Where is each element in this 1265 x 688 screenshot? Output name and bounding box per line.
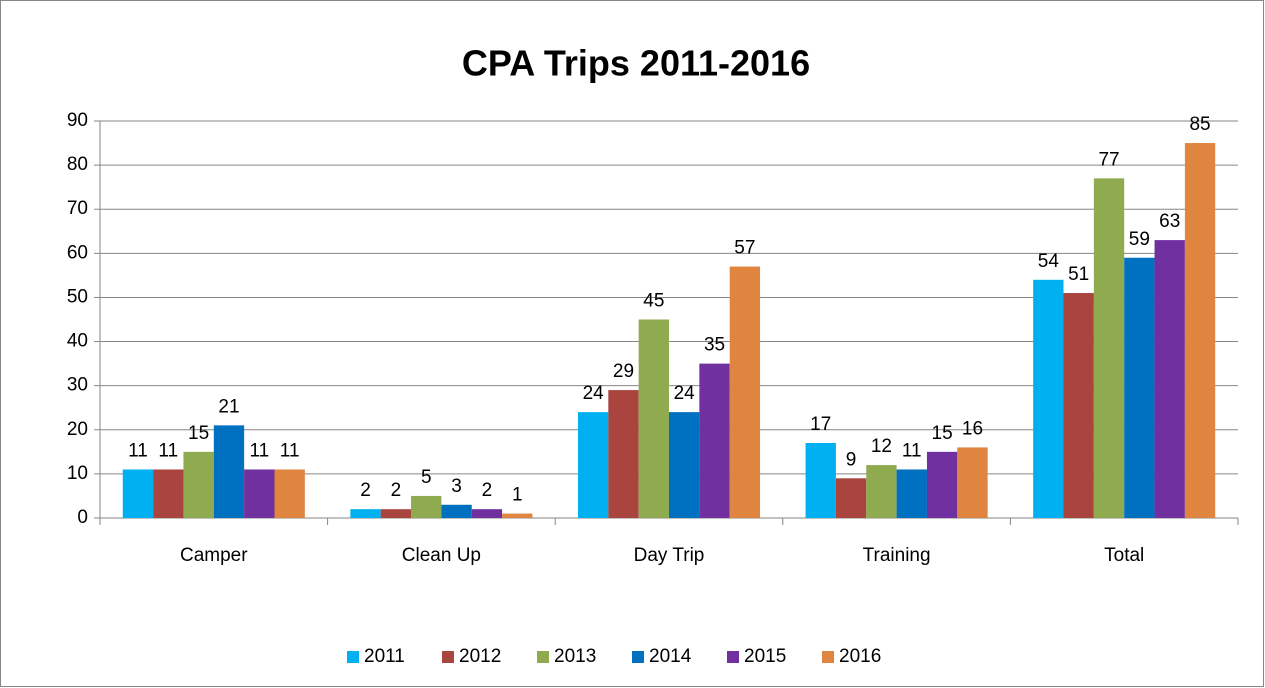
legend-label: 2011 — [364, 646, 405, 667]
data-label: 59 — [1129, 229, 1150, 250]
bar — [1154, 240, 1185, 518]
data-label: 2 — [391, 480, 402, 501]
data-label: 85 — [1189, 114, 1210, 135]
bar — [577, 412, 609, 518]
data-label: 1 — [512, 485, 523, 506]
bar — [471, 509, 503, 518]
bar — [1093, 178, 1125, 518]
legend-swatch — [347, 651, 359, 663]
chart-title: CPA Trips 2011-2016 — [462, 43, 810, 84]
bar — [669, 412, 700, 518]
y-tick-label: 10 — [67, 463, 88, 484]
bar — [1063, 293, 1094, 518]
bar — [411, 495, 442, 518]
bar — [638, 319, 669, 518]
bar — [835, 478, 867, 518]
legend-label: 2016 — [839, 646, 881, 667]
data-label: 15 — [188, 423, 209, 444]
bar — [380, 509, 412, 518]
data-label: 51 — [1068, 264, 1089, 285]
data-label: 21 — [218, 396, 239, 417]
bar — [502, 513, 533, 518]
data-label: 45 — [643, 291, 664, 312]
data-label: 24 — [674, 383, 696, 404]
data-label: 11 — [902, 440, 922, 461]
bar — [866, 465, 897, 518]
bar — [805, 443, 836, 518]
bar — [213, 425, 245, 518]
data-label: 9 — [846, 449, 857, 470]
bar — [608, 390, 639, 518]
bar — [274, 469, 305, 518]
legend-label: 2014 — [649, 646, 692, 667]
bar — [1184, 143, 1216, 519]
bar — [153, 469, 184, 518]
y-tick-label: 0 — [77, 507, 88, 528]
x-tick-label: Camper — [180, 545, 248, 566]
y-tick-label: 40 — [67, 331, 88, 352]
bar — [729, 266, 761, 518]
legend-label: 2015 — [744, 646, 786, 667]
y-tick-label: 50 — [67, 286, 88, 307]
y-tick-label: 70 — [67, 198, 88, 219]
bar — [957, 447, 988, 518]
data-label: 29 — [613, 361, 634, 382]
bar — [183, 451, 214, 518]
data-label: 3 — [451, 476, 462, 497]
data-label: 5 — [421, 467, 432, 488]
bar — [1033, 279, 1064, 518]
data-label: 24 — [583, 383, 605, 404]
legend-swatch — [632, 651, 644, 663]
legend-label: 2012 — [459, 646, 501, 667]
data-label: 54 — [1038, 251, 1060, 272]
data-label: 35 — [704, 335, 725, 356]
x-tick-label: Day Trip — [634, 545, 705, 566]
bar — [122, 469, 154, 518]
x-tick-label: Clean Up — [402, 545, 481, 566]
y-tick-label: 90 — [67, 110, 88, 131]
x-tick-label: Total — [1104, 545, 1144, 566]
y-tick-label: 20 — [67, 419, 88, 440]
legend-swatch — [442, 651, 454, 663]
bar — [699, 363, 730, 518]
bar — [926, 451, 958, 518]
data-label: 57 — [734, 238, 755, 259]
y-tick-label: 60 — [67, 242, 88, 263]
data-label: 11 — [128, 440, 148, 461]
data-label: 2 — [360, 480, 371, 501]
data-label: 63 — [1159, 211, 1180, 232]
data-label: 17 — [810, 414, 831, 435]
y-tick-label: 80 — [67, 154, 88, 175]
x-tick-label: Training — [863, 545, 931, 566]
legend-label: 2013 — [554, 646, 596, 667]
data-label: 2 — [482, 480, 493, 501]
bar — [1124, 257, 1155, 518]
bar — [441, 504, 472, 518]
legend-swatch — [537, 651, 549, 663]
y-tick-label: 30 — [67, 375, 88, 396]
bar — [244, 469, 275, 518]
bar — [896, 469, 927, 518]
legend-swatch — [727, 651, 739, 663]
data-label: 11 — [249, 440, 269, 461]
data-label: 11 — [158, 440, 178, 461]
bar — [350, 509, 381, 518]
data-label: 12 — [871, 436, 892, 457]
data-label: 11 — [280, 440, 300, 461]
legend-swatch — [822, 651, 834, 663]
data-label: 16 — [962, 418, 983, 439]
data-label: 77 — [1098, 149, 1119, 170]
data-label: 15 — [932, 423, 953, 444]
